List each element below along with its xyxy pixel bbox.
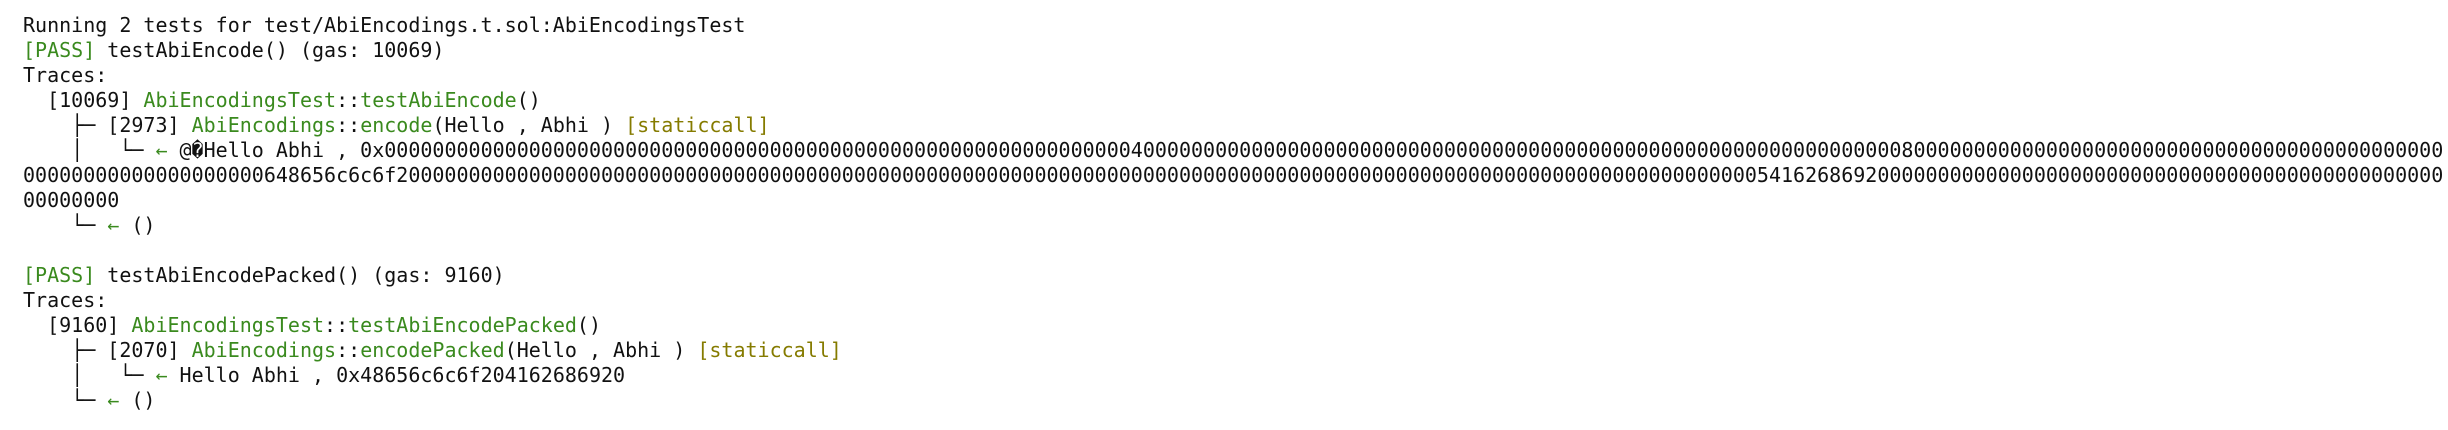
terminal-line: │ └─ ← @�Hello Abhi , 0x0000000000000000… [23, 138, 2448, 213]
text-segment: AbiEncodingsTest [131, 313, 325, 337]
text-segment: ├─ [2070] [23, 338, 192, 362]
terminal-line: └─ ← () [23, 388, 2448, 413]
terminal-line [23, 238, 2448, 263]
text-segment: :: [336, 338, 361, 362]
text-segment: () [516, 88, 541, 112]
text-segment: [staticcall] [697, 338, 842, 362]
text-segment: ├─ [2973] [23, 113, 192, 137]
text-segment: encodePacked [360, 338, 505, 362]
text-segment: │ └─ [23, 363, 156, 387]
text-segment: encode [360, 113, 433, 137]
text-segment: :: [336, 113, 361, 137]
terminal-line: [10069] AbiEncodingsTest::testAbiEncode(… [23, 88, 2448, 113]
text-segment: [10069] [23, 88, 144, 112]
text-segment: ← [107, 388, 120, 412]
text-segment: testAbiEncode() (gas: 10069) [95, 38, 445, 62]
text-segment: :: [336, 88, 361, 112]
terminal-line: └─ ← () [23, 213, 2448, 238]
text-segment: [PASS] [23, 38, 96, 62]
text-segment: AbiEncodingsTest [143, 88, 337, 112]
text-segment: testAbiEncodePacked() (gas: 9160) [95, 263, 505, 287]
text-segment: :: [324, 313, 349, 337]
terminal-line: Traces: [23, 63, 2448, 88]
terminal-line: [PASS] testAbiEncodePacked() (gas: 9160) [23, 263, 2448, 288]
text-segment: Traces: [23, 288, 108, 312]
text-segment: [staticcall] [625, 113, 770, 137]
terminal-line: │ └─ ← Hello Abhi , 0x48656c6c6f20416268… [23, 363, 2448, 388]
text-segment: ← [155, 138, 168, 162]
text-segment: () [119, 213, 156, 237]
text-segment: ← [155, 363, 168, 387]
text-segment: └─ [23, 213, 108, 237]
text-segment: @�Hello Abhi , 0x00000000000000000000000… [23, 138, 2444, 212]
text-segment: () [119, 388, 156, 412]
terminal-line: ├─ [2070] AbiEncodings::encodePacked(Hel… [23, 338, 2448, 363]
text-segment: AbiEncodings [191, 113, 337, 137]
text-segment: () [576, 313, 602, 337]
text-segment: [PASS] [23, 263, 96, 287]
text-segment: testAbiEncodePacked [348, 313, 577, 337]
text-segment: ← [107, 213, 120, 237]
terminal-line: [9160] AbiEncodingsTest::testAbiEncodePa… [23, 313, 2448, 338]
text-segment: Traces: [23, 63, 108, 87]
text-segment: └─ [23, 388, 108, 412]
text-segment: (Hello , Abhi ) [432, 113, 626, 137]
terminal-line: [PASS] testAbiEncode() (gas: 10069) [23, 38, 2448, 63]
terminal-line: Traces: [23, 288, 2448, 313]
text-segment: Running 2 tests for test/AbiEncodings.t.… [23, 13, 746, 37]
text-segment: testAbiEncode [360, 88, 517, 112]
text-segment: [9160] [23, 313, 132, 337]
text-segment: │ └─ [23, 138, 156, 162]
text-segment: AbiEncodings [191, 338, 337, 362]
text-segment: (Hello , Abhi ) [504, 338, 698, 362]
terminal-line: ├─ [2973] AbiEncodings::encode(Hello , A… [23, 113, 2448, 138]
terminal-line: Running 2 tests for test/AbiEncodings.t.… [23, 13, 2448, 38]
text-segment: Hello Abhi , 0x48656c6c6f204162686920 [167, 363, 626, 387]
